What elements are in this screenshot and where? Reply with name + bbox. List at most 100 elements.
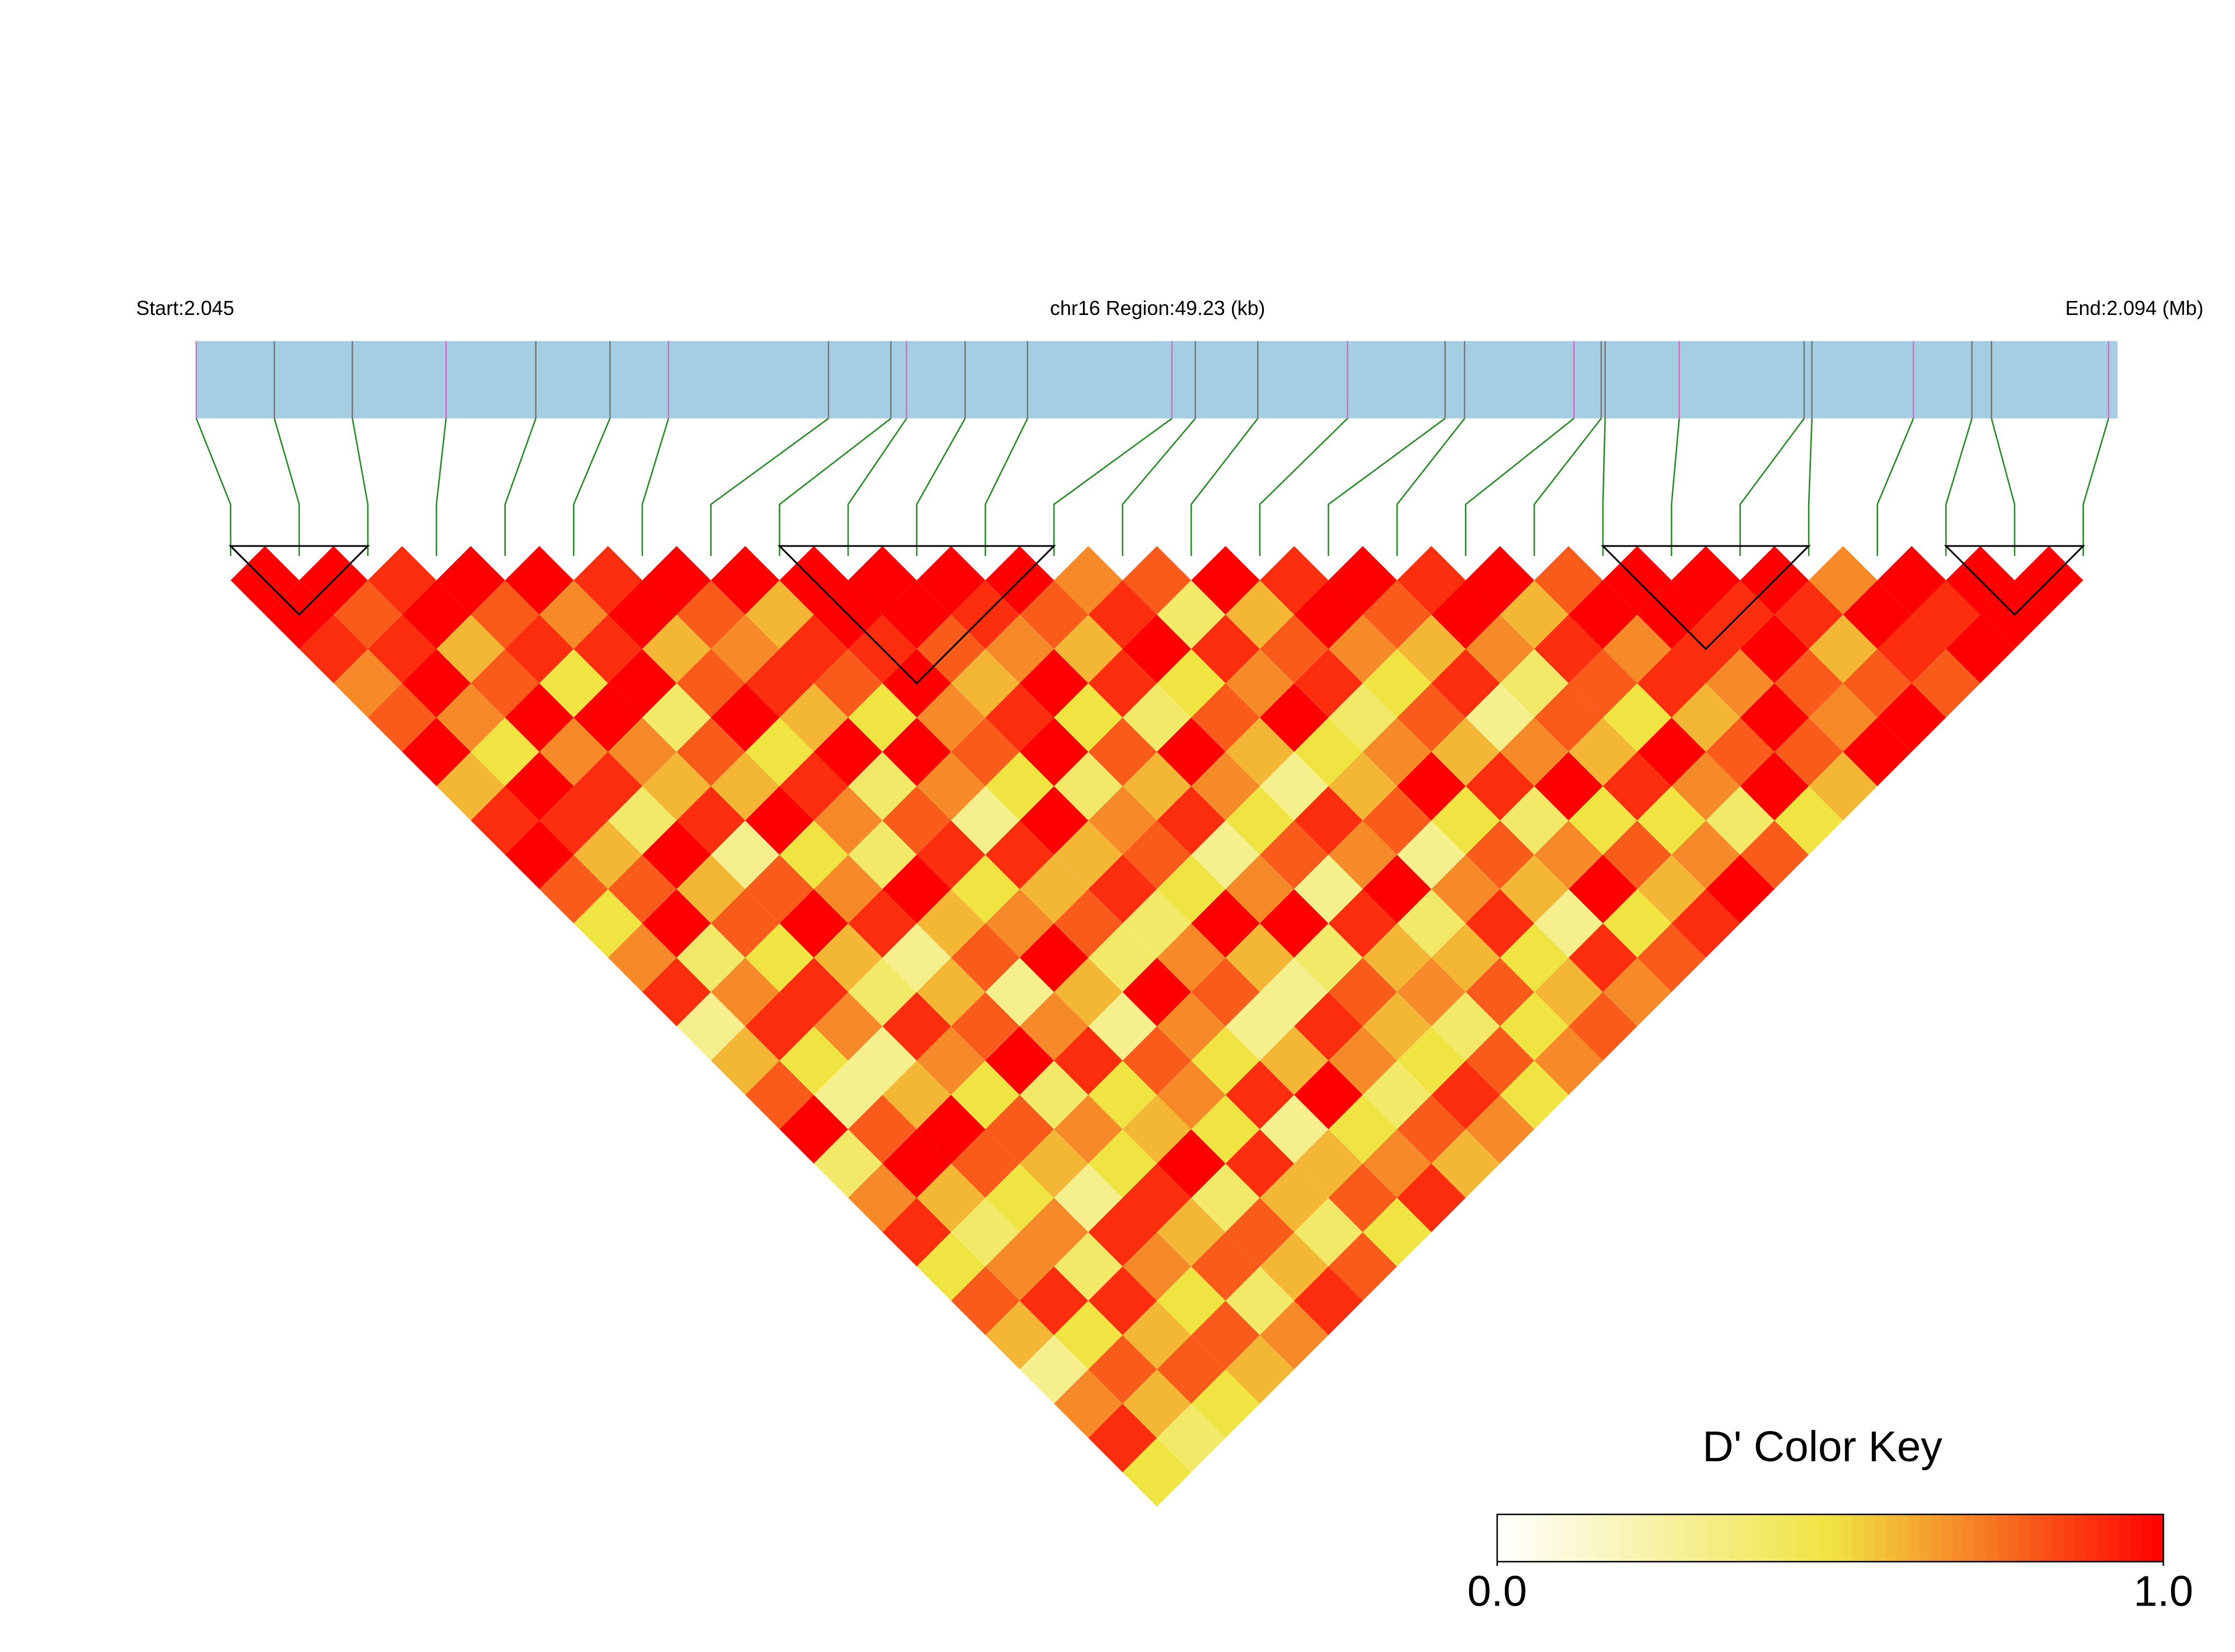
ld-cell xyxy=(779,820,849,889)
ld-cell xyxy=(1774,580,1843,649)
ld-cell xyxy=(1568,992,1638,1061)
snp-connector xyxy=(1259,418,1348,556)
key-swatch xyxy=(2063,1514,2076,1562)
ld-cell xyxy=(505,545,574,615)
ld-cell xyxy=(1431,923,1500,992)
ld-cell xyxy=(368,545,437,615)
ld-cell xyxy=(642,889,711,958)
key-swatch xyxy=(1908,1514,1920,1562)
ld-cell xyxy=(1156,786,1226,855)
key-tick-label: 0.0 xyxy=(1467,1568,1527,1616)
haplotype-block xyxy=(777,545,1056,685)
key-swatch xyxy=(1608,1514,1620,1562)
ld-cell xyxy=(1877,545,1946,615)
ld-cell xyxy=(1568,580,1638,649)
ld-cell xyxy=(916,545,986,615)
region-label: chr16 Region:49.23 (kb) xyxy=(1050,297,1265,319)
ld-cell xyxy=(436,614,505,684)
snp-connector xyxy=(573,418,611,556)
ld-cell xyxy=(1225,854,1295,924)
snp-connector xyxy=(1671,418,1680,556)
ld-cell xyxy=(1053,1026,1123,1095)
key-swatch xyxy=(1797,1514,1809,1562)
ld-cell xyxy=(1191,820,1260,889)
ld-cell xyxy=(1156,717,1226,787)
key-swatch xyxy=(1674,1514,1687,1562)
ld-cell xyxy=(676,923,746,992)
ld-cell xyxy=(1362,717,1432,787)
ld-cell xyxy=(1465,545,1535,615)
snp-connector xyxy=(1991,418,2016,556)
key-swatch xyxy=(1552,1514,1565,1562)
ld-cell xyxy=(1465,614,1535,684)
ld-cell xyxy=(368,683,437,752)
ld-cell xyxy=(1053,957,1123,1027)
ld-cell xyxy=(1225,1266,1295,1335)
key-swatch xyxy=(1775,1514,1787,1562)
ld-cell xyxy=(1431,648,1500,718)
ld-cell xyxy=(505,614,574,684)
snp-connector xyxy=(274,418,300,556)
ld-cell xyxy=(368,614,437,684)
snp-connector xyxy=(710,417,829,556)
ld-cell xyxy=(1431,1129,1500,1198)
ld-cell xyxy=(573,545,643,615)
ld-cell xyxy=(1156,648,1226,718)
ld-cell xyxy=(1328,820,1398,889)
ld-cell xyxy=(848,820,917,889)
ld-cell xyxy=(1362,580,1432,649)
ld-cell xyxy=(711,545,780,615)
ld-cell xyxy=(1191,957,1260,1027)
ld-cell xyxy=(1706,786,1775,855)
ld-cell xyxy=(848,957,917,1027)
ld-cell xyxy=(1225,1129,1295,1198)
key-swatch xyxy=(1752,1514,1765,1562)
ld-cell xyxy=(1259,545,1329,615)
key-swatch xyxy=(2086,1514,2098,1562)
key-swatch xyxy=(1585,1514,1598,1562)
ld-cell xyxy=(1431,580,1500,649)
ld-cell xyxy=(1225,717,1295,787)
ld-cell xyxy=(573,683,643,752)
snp-connector xyxy=(1602,418,1606,556)
ld-cell xyxy=(573,889,643,958)
ld-cell xyxy=(1774,786,1843,855)
ld-cell xyxy=(1603,820,1672,889)
ld-cell xyxy=(676,786,746,855)
key-swatch xyxy=(1963,1514,1975,1562)
ld-cell xyxy=(916,1232,986,1301)
key-swatch xyxy=(1697,1514,1709,1562)
key-swatch xyxy=(1874,1514,1887,1562)
key-swatch xyxy=(1619,1514,1631,1562)
ld-cell xyxy=(676,854,746,924)
ld-cell xyxy=(1225,1060,1295,1129)
ld-cell xyxy=(1156,1129,1226,1198)
ld-cell xyxy=(1877,683,1946,752)
key-swatch xyxy=(2107,1514,2120,1562)
haplotype-block xyxy=(1601,545,1811,651)
ld-cell xyxy=(1294,786,1363,855)
ld-cell xyxy=(1603,614,1672,684)
ld-cell xyxy=(1156,923,1226,992)
ld-cell xyxy=(1431,717,1500,787)
ld-cell xyxy=(813,1060,883,1129)
ld-cell xyxy=(642,957,711,1027)
ld-cell xyxy=(1603,957,1672,1027)
key-swatch xyxy=(1941,1514,1954,1562)
ld-cell xyxy=(1191,545,1260,615)
ld-cell xyxy=(1431,1060,1500,1129)
ld-cell xyxy=(1294,923,1363,992)
snp-connector xyxy=(1465,417,1575,556)
ld-cell xyxy=(505,820,574,889)
ld-cell xyxy=(1156,854,1226,924)
ld-cell xyxy=(1465,683,1535,752)
key-swatch xyxy=(2152,1514,2165,1562)
key-swatch xyxy=(1841,1514,1853,1562)
start-label: Start:2.045 xyxy=(136,297,234,319)
ld-cell xyxy=(1053,1232,1123,1301)
end-label: End:2.094 (Mb) xyxy=(2065,297,2204,319)
key-frame xyxy=(1496,1513,2165,1562)
ld-cell xyxy=(1328,545,1398,615)
ld-cell xyxy=(1671,889,1740,958)
